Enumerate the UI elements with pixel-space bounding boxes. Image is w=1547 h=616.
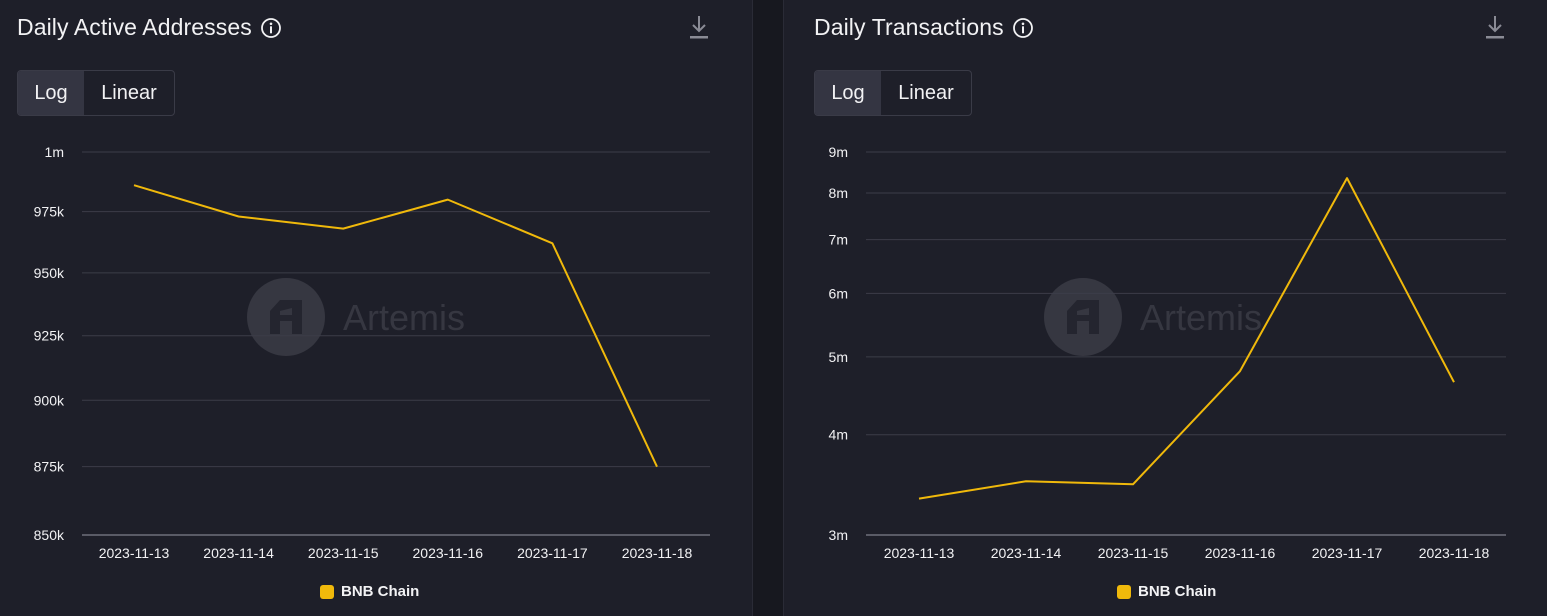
y-tick-label: 900k: [34, 392, 65, 408]
y-tick-label: 5m: [829, 349, 848, 365]
legend-label: BNB Chain: [341, 583, 420, 600]
legend[interactable]: BNB Chain: [1117, 583, 1216, 600]
chart-plot-area: Artemis 850k 875k 900k 925k 950k 975k 1m 2023-11…: [34, 144, 710, 561]
legend[interactable]: BNB Chain: [320, 583, 419, 600]
data-point[interactable]: [1452, 380, 1457, 385]
scale-toggle: Log Linear: [814, 70, 972, 116]
y-tick-label: 975k: [34, 204, 65, 220]
watermark-logo-mark: [270, 300, 302, 334]
download-icon[interactable]: [688, 14, 710, 40]
panel-divider: [752, 0, 784, 616]
y-tick-label: 9m: [829, 144, 848, 160]
y-tick-label: 950k: [34, 265, 65, 281]
data-point[interactable]: [550, 241, 555, 246]
x-tick-label: 2023-11-13: [99, 545, 170, 561]
legend-swatch: [320, 584, 334, 599]
log-scale-button[interactable]: Log: [815, 71, 881, 115]
y-tick-label: 7m: [829, 232, 848, 248]
data-point[interactable]: [445, 197, 450, 202]
series-line[interactable]: [918, 177, 1455, 500]
x-tick-label: 2023-11-18: [622, 545, 693, 561]
data-point[interactable]: [236, 214, 241, 219]
x-tick-label: 2023-11-15: [1098, 545, 1169, 561]
series-line[interactable]: [133, 184, 658, 468]
y-tick-label: 4m: [829, 427, 848, 443]
linear-scale-button[interactable]: Linear: [898, 81, 954, 104]
download-icon[interactable]: [1484, 14, 1506, 40]
x-tick-label: 2023-11-18: [1419, 545, 1490, 561]
y-tick-label: 875k: [34, 459, 65, 475]
data-point[interactable]: [132, 183, 137, 188]
y-tick-label: 1m: [45, 144, 64, 160]
chart-title: Daily Transactions: [814, 14, 1004, 40]
watermark: Artemis: [1044, 278, 1262, 356]
y-tick-label: 8m: [829, 185, 848, 201]
chart-plot-area: Artemis 3m 4m 5m 6m 7m 8m 9m 2023-11-13 2023-11-1…: [829, 144, 1506, 561]
legend-label: BNB Chain: [1138, 583, 1217, 600]
data-point[interactable]: [1131, 482, 1136, 487]
x-tick-label: 2023-11-14: [991, 545, 1062, 561]
data-point[interactable]: [917, 496, 922, 501]
data-point[interactable]: [1345, 176, 1350, 181]
x-tick-label: 2023-11-16: [1205, 545, 1276, 561]
chart-title-row: Daily Transactions: [814, 14, 1034, 41]
y-tick-label: 850k: [34, 527, 65, 543]
data-point[interactable]: [1238, 369, 1243, 374]
watermark: Artemis: [247, 278, 465, 356]
watermark-text: Artemis: [343, 297, 465, 338]
chart-title: Daily Active Addresses: [17, 14, 252, 40]
x-tick-label: 2023-11-17: [1312, 545, 1383, 561]
x-tick-label: 2023-11-17: [517, 545, 588, 561]
chart-panel-daily-active-addresses: Daily Active Addresses Log Linear Artemi…: [0, 0, 752, 616]
info-icon[interactable]: [1012, 17, 1034, 39]
scale-toggle: Log Linear: [17, 70, 175, 116]
y-tick-label: 6m: [829, 285, 848, 301]
x-tick-label: 2023-11-13: [884, 545, 955, 561]
info-icon[interactable]: [260, 17, 282, 39]
watermark-text: Artemis: [1140, 297, 1262, 338]
x-tick-label: 2023-11-14: [203, 545, 274, 561]
data-point[interactable]: [1024, 479, 1029, 484]
data-point[interactable]: [341, 226, 346, 231]
y-tick-label: 3m: [829, 527, 848, 543]
watermark-logo-mark: [1067, 300, 1099, 334]
x-tick-label: 2023-11-15: [308, 545, 379, 561]
data-point[interactable]: [655, 464, 660, 469]
x-tick-label: 2023-11-16: [413, 545, 484, 561]
chart-title-row: Daily Active Addresses: [17, 14, 282, 41]
log-scale-button[interactable]: Log: [18, 71, 84, 115]
chart-panel-daily-transactions: Daily Transactions Log Linear Artemis 3m 4…: [784, 0, 1547, 616]
linear-scale-button[interactable]: Linear: [101, 81, 157, 104]
y-tick-label: 925k: [34, 328, 65, 344]
legend-swatch: [1117, 584, 1131, 599]
